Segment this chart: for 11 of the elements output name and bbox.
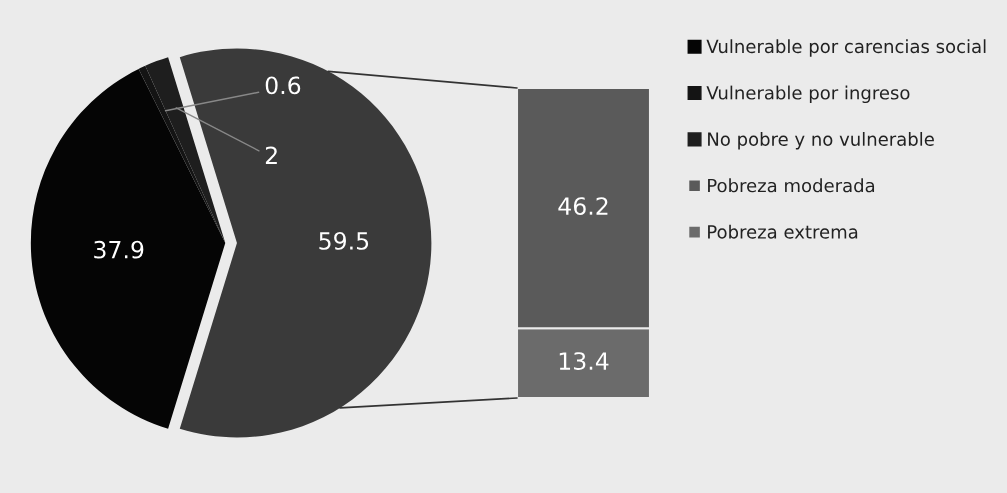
data-label: 0.6 <box>265 76 301 95</box>
legend-label: Pobreza moderada <box>708 178 875 193</box>
legend-label: Pobreza extrema <box>708 224 858 239</box>
data-label: 13.4 <box>559 352 609 370</box>
data-label: 46.2 <box>558 197 608 215</box>
legend-label: Vulnerable por carencias social <box>706 39 986 57</box>
data-label: 37.9 <box>94 240 144 259</box>
legend-label: Vulnerable por ingreso <box>706 85 910 104</box>
legend-label: No pobre y no vulnerable <box>708 131 934 150</box>
data-label: 2 <box>265 146 277 164</box>
data-label: 59.5 <box>319 231 369 250</box>
